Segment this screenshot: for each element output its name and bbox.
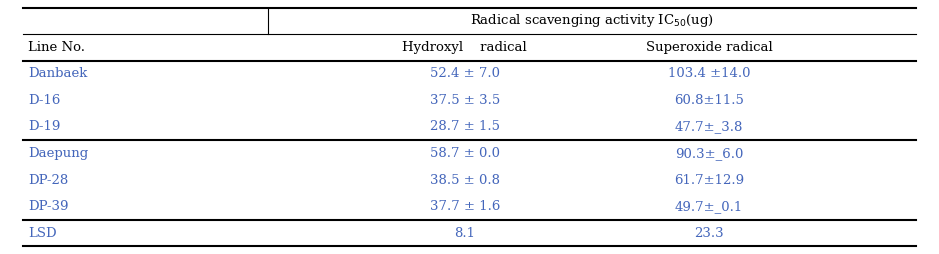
Text: LSD: LSD: [28, 227, 56, 240]
Text: Line No.: Line No.: [28, 41, 85, 54]
Text: 37.7 ± 1.6: 37.7 ± 1.6: [430, 200, 500, 213]
Text: Superoxide radical: Superoxide radical: [646, 41, 772, 54]
Text: 58.7 ± 0.0: 58.7 ± 0.0: [430, 147, 500, 160]
Text: 61.7±12.9: 61.7±12.9: [674, 173, 744, 186]
Text: Danbaek: Danbaek: [28, 68, 87, 81]
Text: 37.5 ± 3.5: 37.5 ± 3.5: [430, 94, 500, 107]
Text: DP-28: DP-28: [28, 173, 69, 186]
Text: D-19: D-19: [28, 120, 60, 134]
Text: 60.8±11.5: 60.8±11.5: [674, 94, 744, 107]
Text: 23.3: 23.3: [694, 227, 724, 240]
Text: 28.7 ± 1.5: 28.7 ± 1.5: [430, 120, 500, 134]
Text: D-16: D-16: [28, 94, 60, 107]
Text: 52.4 ± 7.0: 52.4 ± 7.0: [430, 68, 500, 81]
Text: 47.7±_3.8: 47.7±_3.8: [675, 120, 743, 134]
Text: Radical scavenging activity IC$_{50}$(ug): Radical scavenging activity IC$_{50}$(ug…: [470, 12, 714, 29]
Text: 90.3±_6.0: 90.3±_6.0: [675, 147, 743, 160]
Text: Daepung: Daepung: [28, 147, 88, 160]
Text: Hydroxyl    radical: Hydroxyl radical: [403, 41, 527, 54]
Text: 49.7±_0.1: 49.7±_0.1: [675, 200, 743, 213]
Text: DP-39: DP-39: [28, 200, 69, 213]
Text: 103.4 ±14.0: 103.4 ±14.0: [668, 68, 750, 81]
Text: 38.5 ± 0.8: 38.5 ± 0.8: [430, 173, 500, 186]
Text: 8.1: 8.1: [454, 227, 475, 240]
